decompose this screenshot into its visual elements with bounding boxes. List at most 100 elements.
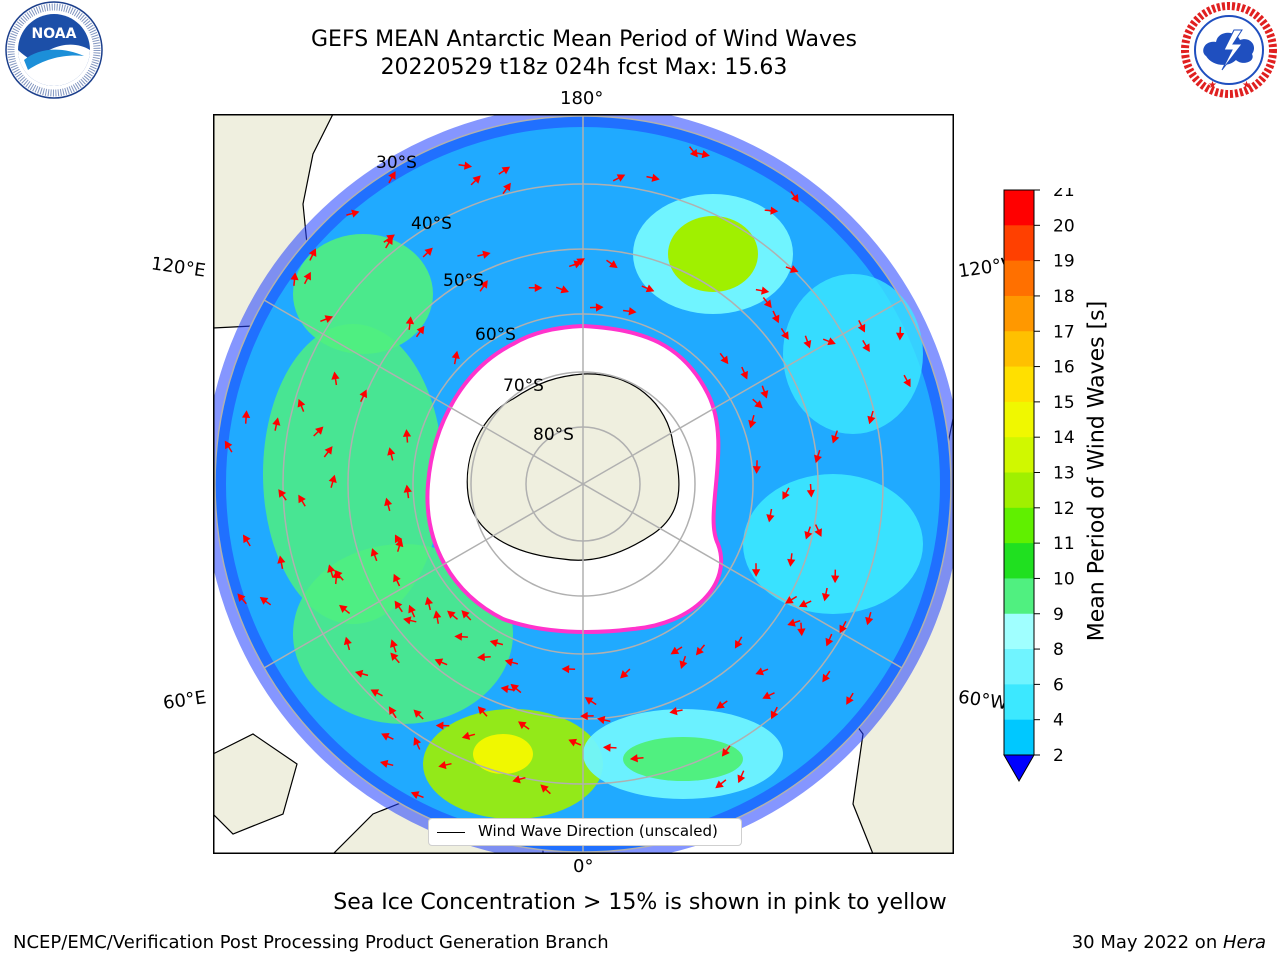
lon-label-0: 0° bbox=[573, 856, 594, 877]
wave-direction-arrow bbox=[597, 715, 611, 725]
wave-direction-arrow bbox=[528, 283, 543, 292]
wave-direction-arrow bbox=[297, 398, 306, 412]
colorbar-tick-label: 11 bbox=[1053, 534, 1075, 554]
lon-label-120e: 120°E bbox=[149, 253, 207, 282]
lon-label-60w: 60°W bbox=[956, 686, 1009, 715]
wave-direction-arrow bbox=[620, 668, 631, 679]
wave-direction-arrow bbox=[334, 569, 344, 581]
wave-direction-arrow bbox=[862, 340, 870, 353]
colorbar-band bbox=[1004, 613, 1034, 650]
wave-direction-arrow bbox=[384, 497, 393, 512]
wave-direction-arrow bbox=[435, 721, 450, 730]
wave-direction-arrow bbox=[393, 573, 401, 587]
wave-direction-arrow bbox=[857, 320, 866, 333]
wave-direction-arrow bbox=[748, 415, 757, 429]
colorbar-band bbox=[1004, 331, 1034, 368]
wave-direction-arrow bbox=[477, 250, 491, 259]
chart-title: GEFS MEAN Antarctic Mean Period of Wind … bbox=[311, 27, 857, 52]
colorbar-band bbox=[1004, 684, 1034, 721]
svg-text:★: ★ bbox=[1208, 80, 1217, 91]
wave-direction-arrow bbox=[370, 689, 383, 697]
lat-label-70s: 70°S bbox=[503, 376, 544, 396]
colorbar-band bbox=[1004, 507, 1034, 544]
wave-direction-arrow bbox=[331, 371, 340, 386]
wave-direction-arrow bbox=[804, 526, 813, 540]
wave-direction-arrow bbox=[555, 285, 569, 294]
colorbar-band bbox=[1004, 649, 1034, 685]
wave-direction-arrow bbox=[787, 553, 796, 567]
wave-direction-arrow bbox=[458, 161, 473, 170]
wave-direction-arrow bbox=[381, 732, 394, 741]
colorbar-band bbox=[1004, 472, 1034, 509]
colorbar-tick-label: 17 bbox=[1053, 322, 1075, 342]
wave-direction-arrow bbox=[385, 236, 393, 249]
wave-direction-arrow bbox=[346, 209, 360, 218]
colorbar-tick-label: 9 bbox=[1053, 605, 1064, 625]
wave-direction-arrow bbox=[721, 745, 731, 757]
colorbar: 21 20 19 18 17 16 15 14 13 12 11 10 9 8 6 4 2 bbox=[1003, 188, 1075, 783]
wave-direction-arrow bbox=[451, 350, 460, 365]
wave-direction-arrow bbox=[237, 593, 247, 605]
lat-label-60s: 60°S bbox=[475, 325, 516, 345]
wave-direction-arrow bbox=[867, 410, 876, 425]
colorbar-tick-label: 2 bbox=[1053, 746, 1064, 766]
lat-label-30s: 30°S bbox=[376, 153, 417, 173]
wave-direction-arrow bbox=[737, 770, 746, 784]
footer-date: 30 May 2022 on Hera bbox=[1072, 932, 1266, 953]
colorbar-band bbox=[1004, 225, 1034, 262]
wave-direction-arrow bbox=[433, 610, 442, 624]
map-legend: Wind Wave Direction (unscaled) bbox=[428, 818, 742, 846]
wave-direction-arrow bbox=[689, 146, 698, 158]
wave-direction-arrow bbox=[755, 286, 770, 295]
wave-direction-arrow bbox=[390, 639, 398, 653]
colorbar-tick-label: 15 bbox=[1053, 393, 1075, 413]
wave-direction-arrow bbox=[762, 297, 772, 309]
wave-direction-arrow bbox=[278, 489, 287, 501]
wave-direction-arrow bbox=[359, 389, 368, 403]
wave-direction-arrow bbox=[752, 398, 763, 409]
lat-label-40s: 40°S bbox=[411, 214, 452, 234]
wave-direction-arrow bbox=[760, 385, 769, 399]
svg-text:★: ★ bbox=[1242, 80, 1251, 91]
wave-direction-arrow bbox=[394, 534, 403, 547]
wave-direction-arrow bbox=[339, 604, 351, 614]
wave-direction-arrow bbox=[370, 548, 379, 562]
wave-direction-arrow bbox=[785, 265, 799, 273]
wave-direction-arrow bbox=[695, 644, 706, 656]
colorbar-band bbox=[1004, 578, 1034, 615]
colorbar-band bbox=[1004, 719, 1034, 756]
noaa-logo: NOAA bbox=[5, 1, 103, 99]
wave-direction-arrow bbox=[502, 182, 511, 195]
wave-direction-arrow bbox=[831, 569, 840, 584]
wave-direction-arrow bbox=[803, 335, 812, 349]
wave-direction-arrow bbox=[641, 284, 655, 293]
colorbar-band bbox=[1004, 543, 1034, 579]
wave-direction-arrow bbox=[403, 616, 417, 625]
wave-direction-arrow bbox=[388, 706, 397, 719]
wave-direction-arrow bbox=[408, 604, 416, 618]
wave-direction-arrow bbox=[422, 247, 433, 258]
wave-direction-arrow bbox=[390, 652, 400, 664]
wave-direction-arrow bbox=[540, 784, 551, 795]
wave-direction-arrow bbox=[771, 310, 780, 324]
wave-direction-arrow bbox=[224, 440, 233, 453]
wave-direction-arrow bbox=[308, 248, 317, 261]
wave-direction-arrow bbox=[518, 721, 530, 730]
wave-direction-arrow bbox=[755, 667, 769, 676]
wave-direction-arrow bbox=[797, 622, 806, 637]
sea-ice-note: Sea Ice Concentration > 15% is shown in … bbox=[333, 890, 947, 915]
wave-direction-arrow bbox=[447, 610, 458, 620]
colorbar-tick-label: 12 bbox=[1053, 499, 1075, 519]
colorbar-extend-arrow bbox=[1003, 754, 1035, 783]
wave-direction-arrow bbox=[290, 272, 299, 286]
wave-direction-arrow bbox=[561, 664, 576, 674]
wave-direction-arrow bbox=[242, 534, 251, 547]
wave-direction-arrow bbox=[903, 374, 911, 388]
wave-direction-arrow bbox=[606, 259, 618, 269]
wave-direction-arrow bbox=[716, 700, 728, 709]
wave-direction-arrow bbox=[831, 430, 840, 444]
colorbar-tick-label: 18 bbox=[1053, 287, 1075, 307]
wave-direction-arrow bbox=[822, 670, 831, 683]
wave-direction-arrow bbox=[470, 175, 481, 186]
wave-direction-arrow bbox=[846, 692, 854, 705]
